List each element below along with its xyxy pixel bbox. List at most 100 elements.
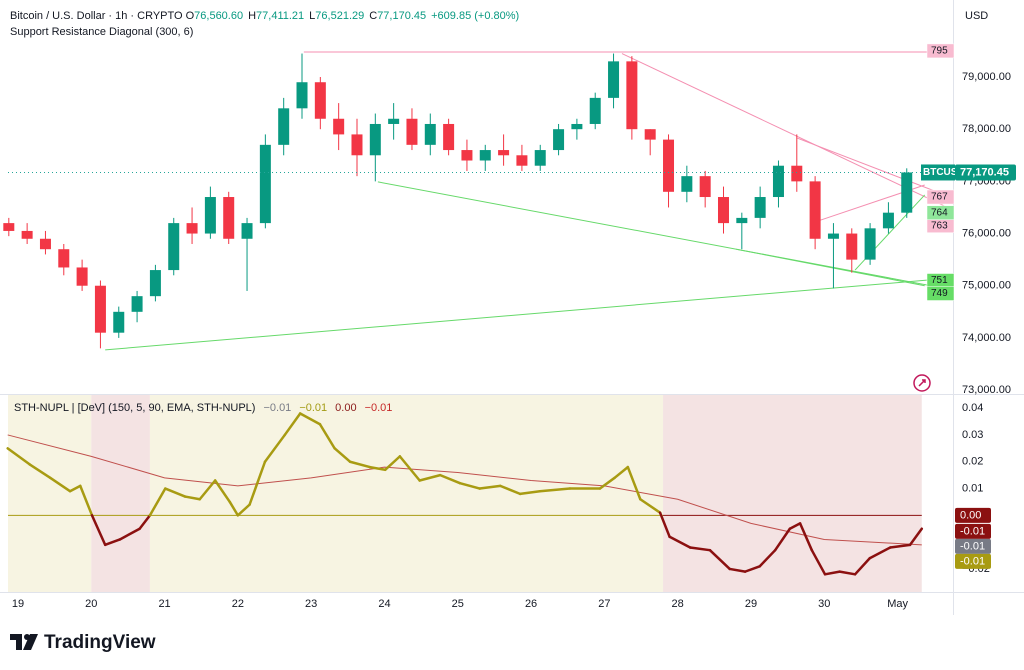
- nupl-segment: [798, 522, 814, 552]
- candle-body: [791, 165, 803, 182]
- x-tick-label: 25: [452, 598, 464, 610]
- nupl-segment: [183, 495, 202, 501]
- candle-body: [571, 123, 583, 130]
- candle-body: [681, 176, 693, 192]
- y-tick-label: 75,000.00: [962, 280, 1011, 292]
- nupl-segment: [538, 487, 572, 493]
- candle-body: [754, 197, 766, 218]
- last-price-tag: [955, 164, 1016, 181]
- nupl-segment: [236, 503, 251, 517]
- x-tick-label: 23: [305, 598, 317, 610]
- ohlc-key: L: [309, 10, 315, 22]
- price-tag: [926, 286, 955, 301]
- nupl-segment: [639, 498, 662, 514]
- nupl-segment: [889, 543, 912, 549]
- candle-body: [772, 165, 784, 198]
- price-tag-label: 749: [931, 288, 948, 299]
- nupl-segment: [48, 476, 72, 493]
- candle-body: [168, 223, 180, 271]
- chart-title: Bitcoin / U.S. Dollar · 1h · CRYPTO O76,5…: [10, 10, 519, 22]
- x-tick-label: May: [887, 598, 908, 610]
- value-tag: [955, 523, 991, 539]
- ema-line: [7, 434, 922, 546]
- candle-body: [333, 118, 345, 135]
- x-tick-label: 21: [158, 598, 170, 610]
- value-tag: [955, 538, 991, 554]
- price-tag-label: 767: [931, 192, 948, 203]
- candle-body: [76, 267, 88, 286]
- nupl-segment: [438, 473, 462, 485]
- alert-icon[interactable]: [913, 374, 931, 392]
- price-tag-label: 764: [931, 207, 948, 218]
- nupl-segment: [743, 565, 762, 573]
- price-tag: [926, 205, 955, 220]
- candle-body: [113, 311, 125, 333]
- nupl-segment: [418, 473, 442, 482]
- nupl-segment: [838, 570, 857, 576]
- price-tag: [926, 189, 955, 205]
- indicator-subtitle: Support Resistance Diagonal (300, 6): [10, 26, 193, 38]
- ohlc-value: 76,560.60: [194, 10, 243, 22]
- y-tick-label: 76,000.00: [962, 227, 1011, 239]
- candle-body: [278, 108, 290, 145]
- candle-body: [204, 197, 216, 234]
- candle-body: [39, 238, 51, 250]
- nupl-segment: [688, 546, 712, 552]
- candle-body: [608, 61, 620, 98]
- ohlc-value: 77,411.21: [256, 10, 304, 22]
- x-tick-label: 27: [598, 598, 610, 610]
- candle-body: [406, 118, 418, 145]
- x-tick-label: 26: [525, 598, 537, 610]
- regime-band: [149, 395, 664, 592]
- y-tick-label: 0.02: [962, 456, 983, 468]
- nupl-segment: [6, 447, 31, 466]
- nupl-segment: [868, 546, 892, 560]
- regime-band: [8, 395, 92, 592]
- nupl-segment: [728, 567, 747, 573]
- nupl-segment: [90, 514, 107, 547]
- symbol-tag-label: BTCUSD: [923, 167, 965, 178]
- nupl-segment: [398, 455, 421, 482]
- candle-body: [58, 249, 70, 268]
- candle-body: [186, 223, 198, 234]
- regime-band: [91, 395, 150, 592]
- indicator-value: −0.01: [299, 402, 327, 414]
- currency: USD: [965, 10, 988, 22]
- nupl-segment: [79, 484, 94, 517]
- ohlc-key: O: [186, 10, 195, 22]
- nupl-segment: [164, 487, 187, 498]
- trendline: [796, 137, 953, 199]
- candle-body: [314, 82, 326, 119]
- candle-body: [589, 97, 601, 124]
- price-tag-label: 795: [931, 46, 948, 57]
- candle-body: [388, 118, 400, 124]
- regime-band: [663, 395, 922, 592]
- candle-body: [864, 228, 876, 260]
- price-tag: [926, 43, 955, 59]
- ohlc-value: 77,170.45: [377, 10, 426, 22]
- nupl-segment: [198, 479, 217, 501]
- candle-body: [534, 150, 546, 166]
- y-tick-label: 79,000.00: [962, 71, 1011, 83]
- candle-body: [809, 181, 821, 239]
- x-tick-label: 28: [672, 598, 684, 610]
- last-price-label: 77,170.45: [960, 166, 1009, 178]
- nupl-segment: [908, 527, 924, 547]
- nupl-segment: [213, 479, 232, 504]
- change: +609.85 (+0.80%): [431, 10, 519, 22]
- nupl-segment: [853, 556, 871, 576]
- indicator-name: STH-NUPL | [DeV] (150, 5, 90, EMA, STH-N…: [14, 402, 255, 414]
- nupl-segment: [383, 455, 402, 472]
- candle-body: [663, 139, 675, 192]
- nupl-segment: [68, 484, 82, 493]
- nupl-segment: [708, 548, 731, 571]
- tradingview-logo[interactable]: TradingView: [10, 632, 156, 653]
- nupl-segment: [458, 481, 482, 490]
- value-tag-label: -0.01: [960, 555, 985, 567]
- candle-body: [424, 123, 436, 145]
- x-tick-label: 24: [378, 598, 390, 610]
- y-tick-label: 0.03: [962, 429, 983, 441]
- candle-body: [644, 129, 656, 140]
- candle-body: [241, 223, 253, 239]
